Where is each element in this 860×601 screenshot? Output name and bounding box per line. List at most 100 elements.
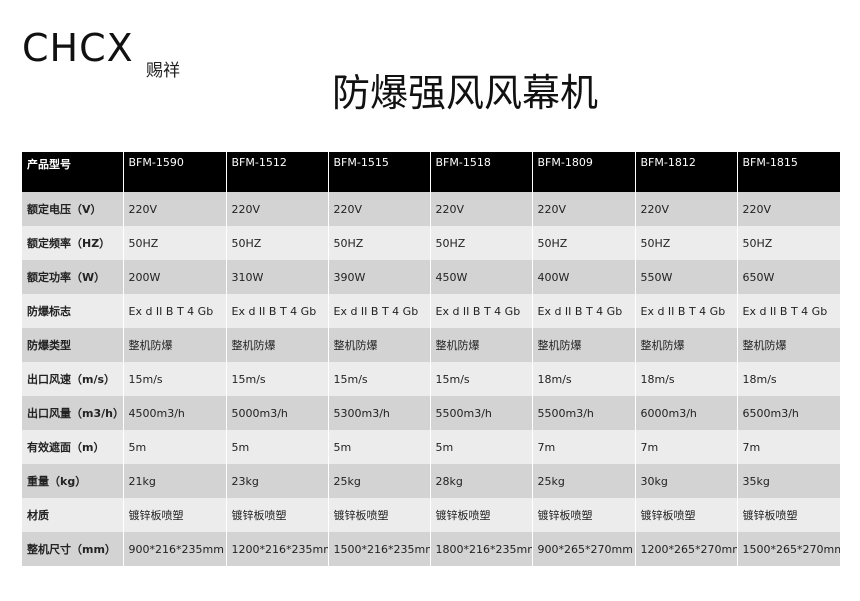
header-cell: 产品型号 <box>22 152 124 192</box>
cell: 310W <box>226 260 329 294</box>
cell: 镀锌板喷塑 <box>635 498 738 532</box>
cell: 5m <box>430 430 533 464</box>
cell: 28kg <box>430 464 533 498</box>
cell: 450W <box>430 260 533 294</box>
row-label: 额定频率（HZ） <box>22 226 124 260</box>
cell: 220V <box>430 192 533 226</box>
row: 额定功率（W） 200W 310W 390W 450W 400W 550W 650W <box>22 260 841 294</box>
brand: 赐祥 <box>146 61 180 81</box>
row: 出口风量（m3/h） 4500m3/h 5000m3/h 5300m3/h 5500m3… <box>22 396 841 430</box>
cell: 7m <box>737 430 841 464</box>
row-label: 出口风量（m3/h） <box>22 396 124 430</box>
header-cell: BFM-1809 <box>532 152 636 192</box>
cell: 35kg <box>737 464 841 498</box>
cell: 390W <box>328 260 431 294</box>
cell: 220V <box>123 192 227 226</box>
cell: 6500m3/h <box>737 396 841 430</box>
cell: 1800*216*235mm <box>430 532 533 566</box>
cell: 5m <box>123 430 227 464</box>
header-row: 产品型号 BFM-1590 BFM-1512 BFM-1515 BFM-1518 BFM-… <box>22 152 841 192</box>
cell: 15m/s <box>328 362 431 396</box>
header-cell: BFM-1512 <box>226 152 329 192</box>
row: 防爆标志 Ex d II B T 4 Gb Ex d II B T 4 Gb Ex d… <box>22 294 841 328</box>
cell: 50HZ <box>635 226 738 260</box>
cell: 1500*216*235mm <box>328 532 431 566</box>
cell: 7m <box>635 430 738 464</box>
cell: Ex d II B T 4 Gb <box>328 294 431 328</box>
row: 额定电压（V） 220V 220V 220V 220V 220V 220V 220V <box>22 192 841 226</box>
cell: 5m <box>226 430 329 464</box>
cell: Ex d II B T 4 Gb <box>737 294 841 328</box>
cell: Ex d II B T 4 Gb <box>226 294 329 328</box>
cell: 23kg <box>226 464 329 498</box>
cell: 镀锌板喷塑 <box>532 498 636 532</box>
cell: 50HZ <box>328 226 431 260</box>
cell: 220V <box>226 192 329 226</box>
cell: 镀锌板喷塑 <box>226 498 329 532</box>
cell: 900*265*270mm <box>532 532 636 566</box>
cell: 镀锌板喷塑 <box>123 498 227 532</box>
cell: 1200*216*235mm <box>226 532 329 566</box>
row: 出口风速（m/s） 15m/s 15m/s 15m/s 15m/s 18m/s 18m/s 1… <box>22 362 841 396</box>
header-cell: BFM-1590 <box>123 152 227 192</box>
row-label: 防爆类型 <box>22 328 124 362</box>
cell: 18m/s <box>635 362 738 396</box>
cell: Ex d II B T 4 Gb <box>532 294 636 328</box>
cell: 整机防爆 <box>328 328 431 362</box>
cell: 1500*265*270mm <box>737 532 841 566</box>
cell: 整机防爆 <box>226 328 329 362</box>
row-label: 重量（kg） <box>22 464 124 498</box>
cell: Ex d II B T 4 Gb <box>123 294 227 328</box>
row-label: 额定功率（W） <box>22 260 124 294</box>
spec-table: 产品型号 BFM-1590 BFM-1512 BFM-1515 BFM-1518 BFM-… <box>22 152 841 566</box>
cell: 15m/s <box>226 362 329 396</box>
cell: 整机防爆 <box>737 328 841 362</box>
cell: Ex d II B T 4 Gb <box>635 294 738 328</box>
cell: 15m/s <box>123 362 227 396</box>
row: 整机尺寸（mm） 900*216*235mm 1200*216*235mm 1500*… <box>22 532 841 566</box>
cell: 200W <box>123 260 227 294</box>
header-cell: BFM-1515 <box>328 152 431 192</box>
header-cell: BFM-1815 <box>737 152 841 192</box>
cell: 5300m3/h <box>328 396 431 430</box>
cell: 50HZ <box>430 226 533 260</box>
cell: 整机防爆 <box>635 328 738 362</box>
cell: 50HZ <box>226 226 329 260</box>
cell: 5500m3/h <box>532 396 636 430</box>
cell: 15m/s <box>430 362 533 396</box>
cell: 镀锌板喷塑 <box>430 498 533 532</box>
cell: 1200*265*270mm <box>635 532 738 566</box>
cell: 7m <box>532 430 636 464</box>
cell: 25kg <box>328 464 431 498</box>
cell: 50HZ <box>532 226 636 260</box>
cell: 220V <box>635 192 738 226</box>
row: 重量（kg） 21kg 23kg 25kg 28kg 25kg 30kg 35kg <box>22 464 841 498</box>
cell: 整机防爆 <box>123 328 227 362</box>
row-label: 额定电压（V） <box>22 192 124 226</box>
cell: 900*216*235mm <box>123 532 227 566</box>
cell: 400W <box>532 260 636 294</box>
cell: Ex d II B T 4 Gb <box>430 294 533 328</box>
cell: 镀锌板喷塑 <box>737 498 841 532</box>
cell: 18m/s <box>737 362 841 396</box>
row: 防爆类型 整机防爆 整机防爆 整机防爆 整机防爆 整机防爆 整机防爆 整机防爆 <box>22 328 841 362</box>
logo: CHCX <box>22 26 134 70</box>
cell: 21kg <box>123 464 227 498</box>
cell: 整机防爆 <box>430 328 533 362</box>
title: 防爆强风风幕机 <box>331 71 598 115</box>
cell: 18m/s <box>532 362 636 396</box>
header-cell: BFM-1812 <box>635 152 738 192</box>
cell: 650W <box>737 260 841 294</box>
cell: 25kg <box>532 464 636 498</box>
cell: 220V <box>737 192 841 226</box>
cell: 220V <box>532 192 636 226</box>
row: 额定频率（HZ） 50HZ 50HZ 50HZ 50HZ 50HZ 50HZ 50HZ <box>22 226 841 260</box>
row-label: 整机尺寸（mm） <box>22 532 124 566</box>
cell: 6000m3/h <box>635 396 738 430</box>
cell: 50HZ <box>737 226 841 260</box>
cell: 220V <box>328 192 431 226</box>
cell: 5000m3/h <box>226 396 329 430</box>
row-label: 材质 <box>22 498 124 532</box>
row-label: 出口风速（m/s） <box>22 362 124 396</box>
cell: 5m <box>328 430 431 464</box>
